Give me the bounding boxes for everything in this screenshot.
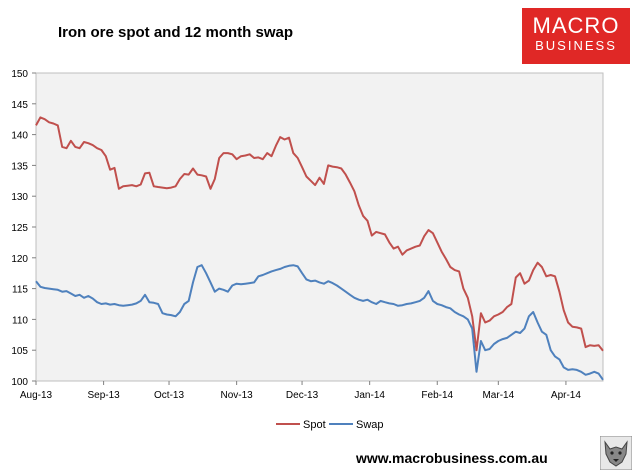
axes: 100 105 110 115 120 125 130 135 140 145 150 Aug-13 S… xyxy=(11,69,581,401)
y-tick-label: 140 xyxy=(11,131,28,142)
y-tick-label: 105 xyxy=(11,346,28,357)
x-tick-label: Feb-14 xyxy=(421,390,453,401)
x-tick-label: Mar-14 xyxy=(482,390,514,401)
legend-label-spot: Spot xyxy=(303,419,326,431)
series-line-spot xyxy=(35,116,604,352)
wolf-icon xyxy=(600,436,632,470)
y-tick-label: 125 xyxy=(11,223,28,234)
x-tick-label: Oct-13 xyxy=(154,390,184,401)
y-tick-label: 145 xyxy=(11,100,28,111)
x-tick-label: Sep-13 xyxy=(87,390,120,401)
macrobusiness-logo: MACRO BUSINESS xyxy=(522,8,630,64)
logo-line-macro: MACRO xyxy=(532,13,620,38)
y-tick-label: 135 xyxy=(11,161,28,172)
y-tick-label: 100 xyxy=(11,377,28,388)
chart-title: Iron ore spot and 12 month swap xyxy=(58,24,294,41)
x-tick-label: Aug-13 xyxy=(20,390,53,401)
legend-label-swap: Swap xyxy=(356,419,384,431)
legend: Spot Swap xyxy=(276,419,384,431)
logo-line-business: BUSINESS xyxy=(535,38,617,53)
x-tick-label: Apr-14 xyxy=(551,390,581,401)
plot-area xyxy=(35,72,604,382)
x-tick-label: Dec-13 xyxy=(286,390,319,401)
x-tick-label: Nov-13 xyxy=(221,390,254,401)
series-layer xyxy=(35,116,604,381)
x-tick-label: Jan-14 xyxy=(354,390,385,401)
series-line-swap xyxy=(35,264,604,381)
y-tick-label: 130 xyxy=(11,192,28,203)
y-tick-label: 110 xyxy=(12,315,28,326)
y-tick-label: 150 xyxy=(11,69,28,80)
footer-url[interactable]: www.macrobusiness.com.au xyxy=(356,450,548,466)
y-tick-label: 120 xyxy=(11,254,28,265)
y-tick-label: 115 xyxy=(12,285,28,296)
